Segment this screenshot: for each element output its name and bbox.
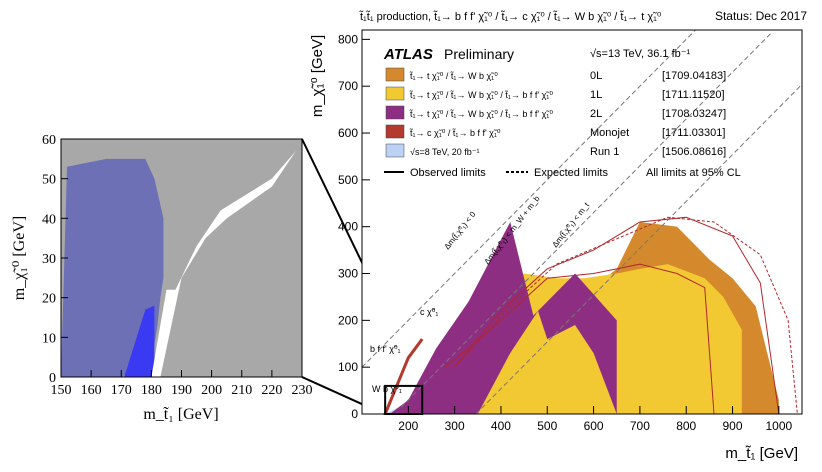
- legend-label: t̃₁→ c χ̃₁⁰ / t̃₁→ b f f' χ̃₁⁰: [409, 128, 501, 138]
- main-xtick-label: 200: [398, 419, 418, 433]
- zoom-ytick-label: 40: [42, 212, 56, 227]
- main-ytick-label: 800: [338, 32, 358, 46]
- legend-analysis: Run 1: [590, 146, 619, 158]
- main-xtick-label: 800: [676, 419, 696, 433]
- zoom-y-axis-label: m_χ̃₁⁰ [GeV]: [11, 216, 28, 300]
- main-x-axis-label: m_t̃₁ [GeV]: [725, 445, 798, 462]
- legend-ref: [1711.03301]: [662, 127, 725, 139]
- main-ytick-label: 400: [338, 220, 358, 234]
- line-legend: Observed limits Expected limits All limi…: [384, 167, 741, 179]
- observed-contour-0: [454, 216, 780, 414]
- zoom-xtick-label: 150: [51, 383, 72, 398]
- cl-legend-label: All limits at 95% CL: [646, 167, 741, 179]
- zoom-xtick-label: 220: [261, 383, 282, 398]
- series-line-monojet: [383, 338, 424, 414]
- legend-ref: [1711.11520]: [662, 89, 725, 101]
- main-title: t̃₁t̃₁ production, t̃₁→ b f f' χ̃₁⁰ / t̃…: [359, 10, 662, 23]
- main-xtick-label: 500: [537, 419, 557, 433]
- annotation-wbchi: W b χ̃⁰₁: [372, 384, 402, 394]
- legend-swatch: [385, 124, 405, 139]
- main-ytick-label: 700: [338, 79, 358, 93]
- main-ytick-label: 0: [351, 407, 358, 421]
- zoom-series-run-1-monojet-region: [61, 158, 164, 377]
- expected-legend-label: Expected limits: [534, 167, 608, 179]
- legend-ref: [1709.04183]: [662, 70, 726, 82]
- main-ytick-label: 200: [338, 313, 358, 327]
- zoom-ytick-label: 0: [49, 371, 56, 386]
- main-ytick-label: 300: [338, 267, 358, 281]
- legend-swatch: [385, 86, 405, 101]
- expected-contour-0: [454, 216, 798, 414]
- annotation-bffchi: b f f' χ̃⁰₁: [370, 344, 401, 354]
- main-ytick-label: 100: [338, 360, 358, 374]
- zoom-xtick-label: 200: [201, 383, 222, 398]
- observed-legend-label: Observed limits: [410, 167, 486, 179]
- legend-analysis: Monojet: [590, 127, 629, 139]
- legend-swatch: [385, 143, 405, 158]
- zoom-xtick-label: 210: [231, 383, 252, 398]
- zoom-xtick-label: 190: [171, 383, 192, 398]
- main-xtick-label: 700: [630, 419, 650, 433]
- zoom-xtick-label: 170: [111, 383, 132, 398]
- zoom-ytick-label: 60: [42, 133, 56, 148]
- main-xtick-label: 600: [584, 419, 604, 433]
- main-xtick-label: 400: [491, 419, 511, 433]
- zoom-xtick-label: 160: [81, 383, 102, 398]
- legend-label: t̃₁→ t χ̃₁⁰ / t̃₁→ W b χ̃₁⁰ / t̃₁→ b f f…: [409, 90, 554, 100]
- legend-analysis: 0L: [590, 70, 602, 82]
- main-chart: t̃₁t̃₁ production, t̃₁→ b f f' χ̃₁⁰ / t̃…: [309, 9, 807, 462]
- main-xtick-label: 300: [445, 419, 465, 433]
- zoom-ytick-label: 50: [42, 173, 56, 188]
- zoom-xtick-label: 230: [292, 383, 313, 398]
- main-frame: [361, 29, 803, 415]
- zoom-chart: 150 160 170 180 190 200 210 220 230 0 10 20 30 40 50 6…: [11, 133, 313, 423]
- legend-label: t̃₁→ t χ̃₁⁰ / t̃₁→ W b χ̃₁⁰ / t̃₁→ b f f…: [409, 109, 554, 119]
- main-xtick-label: 900: [723, 419, 743, 433]
- main-ytick-label: 500: [338, 173, 358, 187]
- zoom-series-bright-blue: [124, 305, 155, 377]
- legend-swatch: [385, 105, 405, 120]
- legend-ref: [1506.08616]: [662, 146, 726, 158]
- zoom-ytick-label: 30: [42, 252, 56, 267]
- atlas-tag: Preliminary: [444, 46, 514, 62]
- zoom-ytick-label: 10: [42, 331, 56, 346]
- main-xtick-label: 1000: [765, 419, 792, 433]
- energy-lumi: √s=13 TeV, 36.1 fb⁻¹: [590, 48, 691, 60]
- atlas-label: ATLAS: [383, 46, 433, 63]
- zoom-x-axis-label: m_t̃₁ [GeV]: [143, 406, 218, 423]
- legend-label: t̃₁→ t χ̃₁⁰ / t̃₁→ W b χ̃₁⁰: [409, 71, 499, 81]
- legend-analysis: 1L: [590, 89, 602, 101]
- legend-swatch: [385, 67, 405, 82]
- main-y-axis-label: m_χ̃₁⁰ [GeV]: [309, 35, 326, 117]
- zoom-ytick-label: 20: [42, 292, 56, 307]
- observed-contour-1: [445, 263, 715, 414]
- status-text: Status: Dec 2017: [715, 9, 807, 23]
- legend-analysis: 2L: [590, 108, 602, 120]
- legend-label: √s=8 TeV, 20 fb⁻¹: [410, 147, 480, 157]
- zoom-xtick-label: 180: [141, 383, 162, 398]
- annotation-c-chi: c χ̃⁰₁: [420, 307, 438, 317]
- legend-ref: [1708.03247]: [662, 108, 726, 120]
- main-ytick-label: 600: [338, 126, 358, 140]
